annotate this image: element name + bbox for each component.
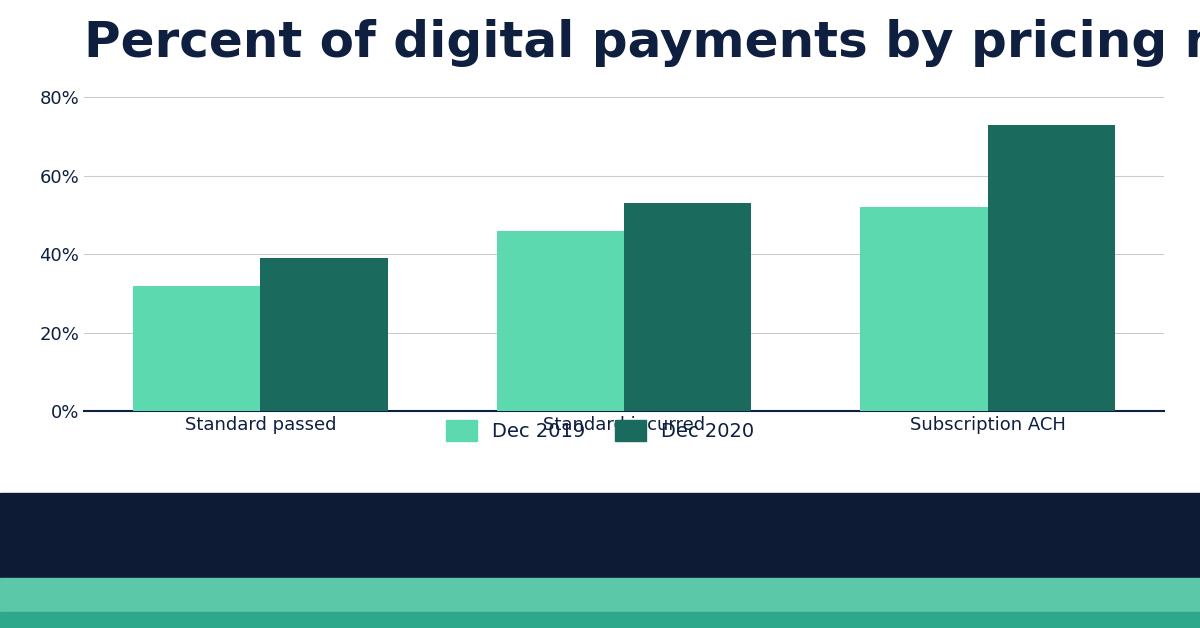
Bar — [624, 203, 751, 411]
Bar — [133, 286, 260, 411]
Bar — [988, 125, 1115, 411]
Text: Percent of digital payments by pricing model: Percent of digital payments by pricing m… — [84, 19, 1200, 67]
Legend: Dec 2019, Dec 2020: Dec 2019, Dec 2020 — [438, 412, 762, 449]
Bar — [860, 207, 988, 411]
Bar — [497, 230, 624, 411]
Bar — [260, 258, 388, 411]
